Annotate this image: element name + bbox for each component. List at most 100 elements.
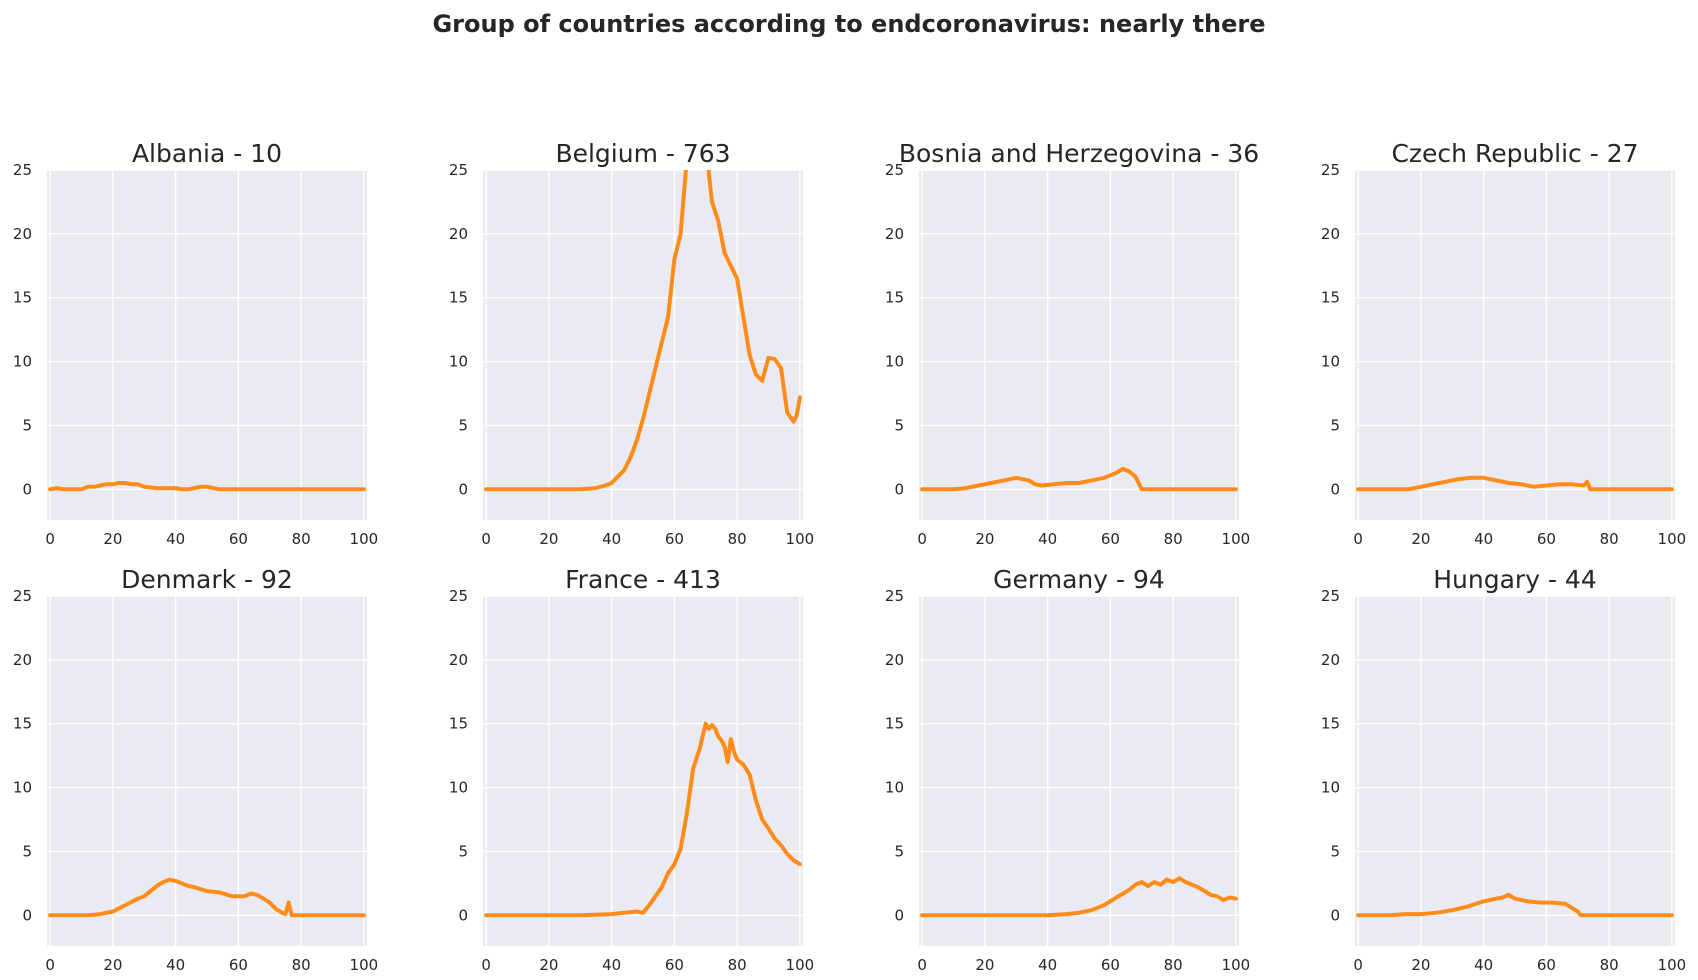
y-tick-label: 25 <box>13 161 32 179</box>
subplot-7: 0 20 40 60 80 100 0 5 10 15 20 25 Hungary - 44 <box>1321 565 1686 974</box>
x-tick-label: 60 <box>1537 530 1556 548</box>
plot-area <box>919 596 1239 946</box>
x-tick-label: 20 <box>1411 530 1430 548</box>
y-tick-label: 5 <box>22 416 32 434</box>
y-tick-label: 20 <box>449 651 468 669</box>
series-line <box>1356 475 1674 492</box>
y-tick-label: 10 <box>13 353 32 371</box>
x-tick-label: 60 <box>1537 956 1556 974</box>
y-tick-label: 0 <box>22 906 32 924</box>
x-tick-label: 100 <box>786 530 815 548</box>
subplot-3: 0 20 40 60 80 100 0 5 10 15 20 25 Czech Republic - 2… <box>1321 139 1686 548</box>
x-tick-label: 40 <box>166 956 185 974</box>
series-line <box>484 721 802 918</box>
subplot-4: 0 20 40 60 80 100 0 5 10 15 20 25 Denmark - 92 <box>13 565 378 974</box>
x-tick-label: 60 <box>1101 530 1120 548</box>
x-tick-label: 80 <box>292 530 311 548</box>
x-tick-label: 80 <box>1600 530 1619 548</box>
x-tick-label: 80 <box>1164 530 1183 548</box>
subplot-title: Albania - 10 <box>132 139 282 168</box>
series-line <box>920 876 1238 918</box>
x-tick-label: 0 <box>481 956 491 974</box>
x-tick-label: 0 <box>917 956 927 974</box>
y-tick-label: 0 <box>894 906 904 924</box>
y-tick-label: 15 <box>449 715 468 733</box>
x-tick-label: 40 <box>1474 956 1493 974</box>
x-tick-label: 40 <box>1474 530 1493 548</box>
subplot-6: 0 20 40 60 80 100 0 5 10 15 20 25 Germany - 94 <box>885 565 1250 974</box>
y-tick-label: 0 <box>458 906 468 924</box>
x-tick-label: 20 <box>975 956 994 974</box>
subplot-5: 0 20 40 60 80 100 0 5 10 15 20 25 France - 413 <box>449 565 814 974</box>
x-tick-label: 20 <box>539 956 558 974</box>
subplot-title: Belgium - 763 <box>555 139 730 168</box>
series-line <box>48 481 366 492</box>
y-tick-label: 10 <box>1321 779 1340 797</box>
x-tick-label: 100 <box>1222 530 1251 548</box>
x-tick-label: 100 <box>1222 956 1251 974</box>
y-tick-label: 15 <box>885 289 904 307</box>
y-tick-label: 5 <box>894 842 904 860</box>
plot-area <box>1355 596 1675 946</box>
x-tick-label: 80 <box>1600 956 1619 974</box>
y-tick-label: 25 <box>885 161 904 179</box>
x-tick-label: 0 <box>1353 956 1363 974</box>
y-tick-label: 5 <box>458 416 468 434</box>
y-tick-label: 0 <box>1330 906 1340 924</box>
x-tick-label: 0 <box>917 530 927 548</box>
y-tick-label: 5 <box>894 416 904 434</box>
y-tick-label: 25 <box>1321 161 1340 179</box>
y-tick-label: 20 <box>1321 225 1340 243</box>
y-tick-label: 25 <box>449 161 468 179</box>
x-tick-label: 80 <box>1164 956 1183 974</box>
y-tick-label: 20 <box>449 225 468 243</box>
x-tick-label: 100 <box>350 956 379 974</box>
y-tick-label: 10 <box>1321 353 1340 371</box>
series-line <box>920 466 1238 492</box>
y-tick-label: 5 <box>1330 842 1340 860</box>
y-tick-label: 15 <box>1321 289 1340 307</box>
plot-area <box>483 596 803 946</box>
plot-area <box>47 596 367 946</box>
y-tick-label: 15 <box>1321 715 1340 733</box>
subplot-title: Germany - 94 <box>993 565 1165 594</box>
y-tick-label: 0 <box>22 480 32 498</box>
x-tick-label: 20 <box>1411 956 1430 974</box>
y-tick-label: 10 <box>449 353 468 371</box>
x-tick-label: 100 <box>786 956 815 974</box>
plot-area <box>919 170 1239 520</box>
x-tick-label: 60 <box>229 530 248 548</box>
x-tick-label: 0 <box>481 530 491 548</box>
y-tick-label: 15 <box>885 715 904 733</box>
x-tick-label: 80 <box>728 530 747 548</box>
x-tick-label: 60 <box>1101 956 1120 974</box>
plot-area <box>47 170 367 520</box>
subplot-title: France - 413 <box>565 565 721 594</box>
x-tick-label: 100 <box>1658 530 1687 548</box>
series-line <box>1356 892 1674 918</box>
y-tick-label: 15 <box>449 289 468 307</box>
y-tick-label: 15 <box>13 289 32 307</box>
subplot-title: Czech Republic - 27 <box>1391 139 1638 168</box>
y-tick-label: 0 <box>894 480 904 498</box>
x-tick-label: 0 <box>45 530 55 548</box>
x-tick-label: 0 <box>45 956 55 974</box>
x-tick-label: 20 <box>539 530 558 548</box>
series-line <box>484 170 802 492</box>
x-tick-label: 0 <box>1353 530 1363 548</box>
x-tick-label: 40 <box>602 956 621 974</box>
x-tick-label: 40 <box>1038 956 1057 974</box>
y-tick-label: 25 <box>13 587 32 605</box>
y-tick-label: 25 <box>449 587 468 605</box>
y-tick-label: 20 <box>1321 651 1340 669</box>
series-line <box>48 877 366 918</box>
y-tick-label: 5 <box>458 842 468 860</box>
x-tick-label: 80 <box>728 956 747 974</box>
x-tick-label: 100 <box>350 530 379 548</box>
subplot-title: Hungary - 44 <box>1433 565 1596 594</box>
y-tick-label: 10 <box>885 353 904 371</box>
figure-title: Group of countries according to endcoron… <box>432 10 1266 38</box>
x-tick-label: 20 <box>103 956 122 974</box>
